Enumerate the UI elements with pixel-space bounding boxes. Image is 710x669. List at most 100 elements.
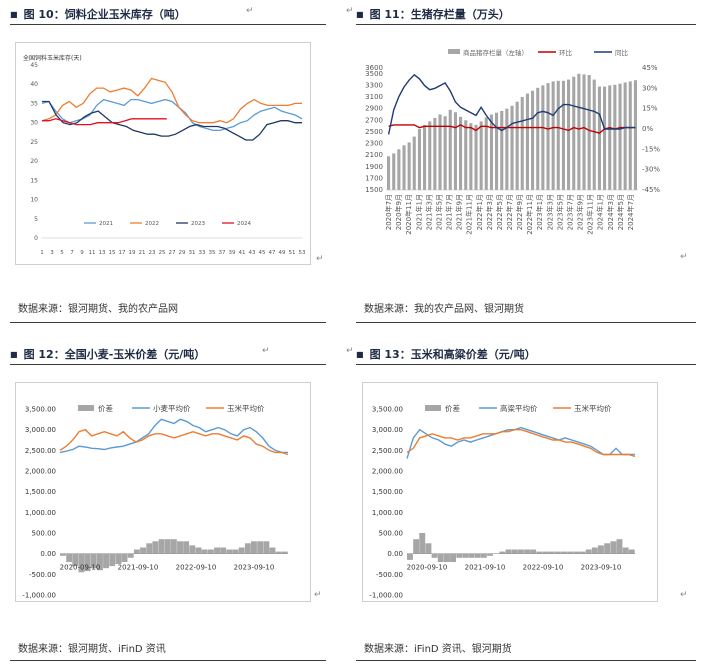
spread-bar [232,549,239,554]
y-tick-label: 2,000.00 [372,468,403,476]
corn-price-line [406,429,636,458]
figure-13-title-text: 图 13：玉米和高粱价差（元/吨） [369,348,536,361]
y-tick-label: 3,500.00 [25,406,56,414]
inventory-bar [633,80,637,190]
title-rule [10,24,326,25]
figure-13-source: 数据来源：iFinD 资讯、银河期货 [364,644,512,655]
x-tick-label: 2022年1月 [475,194,484,230]
spread-bar [499,551,506,554]
return-mark-icon: ↵ [680,590,688,600]
x-tick-label: 9 [80,250,84,256]
y-right-tick-label: 45% [642,64,658,72]
y-left-tick-label: 2100 [365,151,383,159]
inventory-bar [531,90,535,190]
y-tick-label: 1,000.00 [372,509,403,517]
y-tick-label: 25 [30,139,38,146]
spread-bar [133,549,140,554]
x-tick-label: 2020-09-10 [407,564,448,572]
figure-13-title: ■ 图 13：玉米和高粱价差（元/吨） [356,346,536,362]
inventory-bar [479,121,483,190]
x-tick-label: 49 [279,250,286,256]
y-left-tick-label: 2300 [365,140,383,148]
y-tick-label: 5 [34,216,38,223]
spread-bar [158,539,165,554]
spread-bar [542,551,549,554]
y-tick-label: 10 [30,197,38,204]
y-tick-label: 1,500.00 [25,488,56,496]
spread-bar [480,553,487,558]
spread-bar [183,541,190,554]
x-tick-label: 2023年7月 [566,194,575,230]
spread-bar [425,543,432,554]
y-tick-label: -1,000.00 [369,592,403,600]
y-right-tick-label: 15% [642,105,658,113]
y-tick-label: -500.00 [29,571,56,579]
spread-bar [548,551,555,554]
x-tick-label: 19 [129,250,136,256]
spread-bar [567,551,574,554]
spread-bar [622,547,629,554]
x-tick-label: 2021年11月 [465,194,474,235]
spread-bar [170,539,177,554]
wheat-price-line [59,418,288,454]
x-tick-label: 2021年3月 [424,194,433,230]
y-left-tick-label: 1500 [365,186,383,194]
spread-bar [140,547,146,554]
x-tick-label: 35 [209,250,216,256]
spread-bar [66,553,73,562]
legend-label-huanbi: 环比 [559,48,573,57]
spread-bar [616,539,623,554]
spread-bar [121,553,128,562]
figure-11-chart-box: 商品猪存栏量（左轴） 环比 同比 1500 1700 1900 2100 2300 2500 27… [356,40,666,275]
spread-bar [60,553,66,556]
spread-bar [413,539,420,554]
x-tick-label: 2023年3月 [545,194,554,230]
inventory-bar [443,116,447,190]
source-rule [356,322,696,323]
spread-bar [598,545,604,554]
y-tick-label: -1,000.00 [22,592,56,600]
x-tick-label: 2021年5月 [434,194,443,230]
inventory-bar [572,76,576,190]
spread-bar [238,547,245,554]
inventory-bar [489,114,493,190]
inventory-bar [556,80,560,190]
x-tick-label: 33 [199,250,206,256]
x-tick-label: 53 [299,250,306,256]
y-tick-label: 3,000.00 [25,426,56,434]
legend-swatch-spread [78,405,94,411]
y-tick-label: 2,000.00 [25,468,56,476]
spread-bar [84,553,91,572]
return-mark-icon: ↵ [246,6,254,16]
inventory-bar [438,114,442,190]
y-right-tick-label: -15% [642,145,660,153]
x-tick-label: 11 [89,250,96,256]
inventory-bar [520,97,524,190]
inventory-bar [402,145,406,190]
inventory-bar [407,142,411,190]
x-tick-label: 2022年3月 [485,194,494,230]
y-tick-label: 0 [34,235,38,242]
spread-bar [437,553,444,562]
legend-label-bar: 商品猪存栏量（左轴） [463,48,528,57]
x-tick-label: 2022年7月 [505,194,514,230]
x-tick-label: 5 [60,250,64,256]
x-tick-label: 27 [169,250,176,256]
x-tick-label: 2024年3月 [606,194,615,230]
huanbi-line [388,124,636,134]
bullet-icon: ■ [356,349,364,359]
tongbi-line [387,73,636,135]
spread-bar [517,549,524,554]
bullet-icon: ■ [10,9,18,19]
return-mark-icon: ↵ [680,252,688,262]
y-right-tick-label: 30% [642,84,658,92]
spread-bar [90,553,97,569]
y-right-tick-label: 0% [642,125,653,133]
return-mark-icon: ↵ [314,590,322,600]
spread-bar [244,543,251,554]
inventory-bar [541,85,545,190]
bullet-icon: ■ [10,349,18,359]
x-tick-label: 2023年9月 [576,194,585,230]
spread-bar [220,547,227,554]
